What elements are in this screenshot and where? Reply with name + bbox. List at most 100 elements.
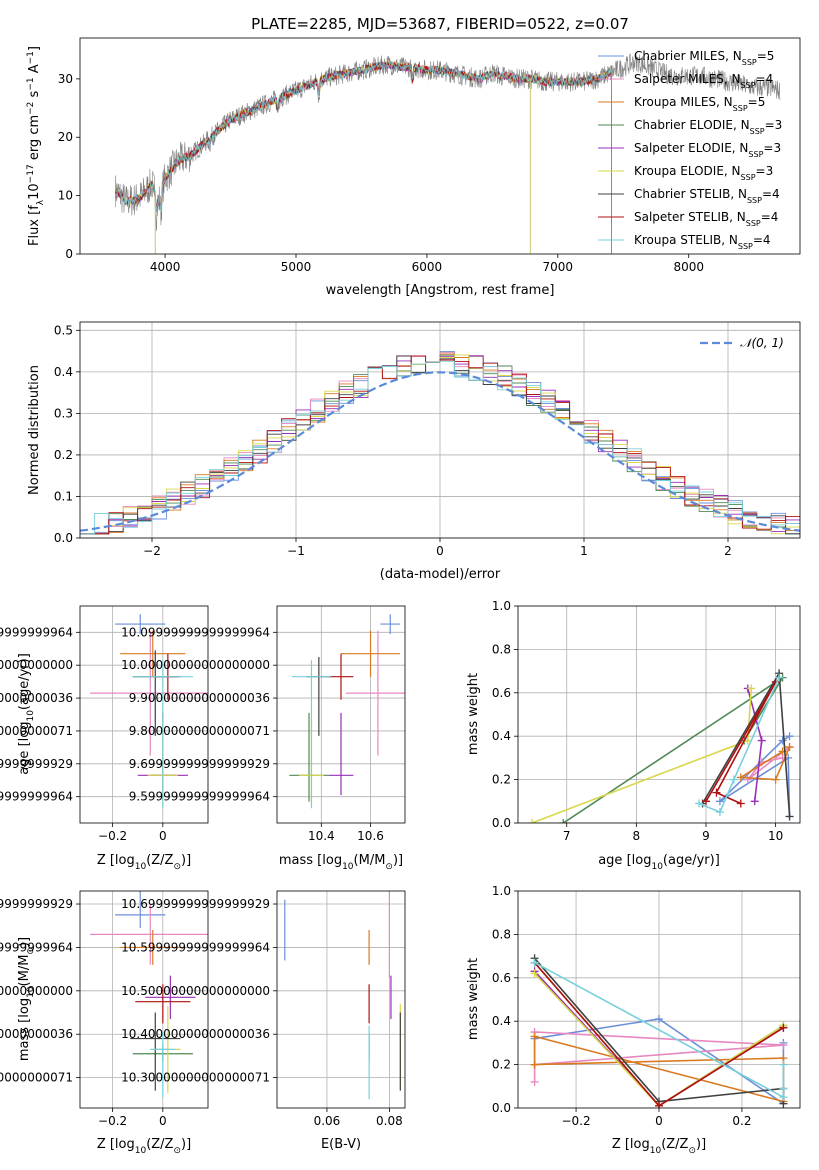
label-part: )] xyxy=(181,853,191,868)
label-part: 10 xyxy=(651,862,663,872)
legend-nssp: =5 xyxy=(748,95,766,109)
x-tick-label: 10 xyxy=(768,829,783,843)
figure-title: PLATE=2285, MJD=53687, FIBERID=0522, z=0… xyxy=(251,15,629,33)
label-part: )] xyxy=(17,937,32,947)
data-point-1 xyxy=(345,630,405,756)
y-tick-label: 0.6 xyxy=(492,686,511,700)
y-tick-label: 10.59999999999999964 xyxy=(0,940,73,954)
weight-marker xyxy=(712,788,721,797)
y-axis-label: mass weight xyxy=(466,958,481,1040)
y-tick-label: 10.09999999999999964 xyxy=(0,625,73,639)
y-tick-label: 0 xyxy=(65,247,73,261)
data-point-1 xyxy=(90,904,208,965)
data-point-7 xyxy=(135,984,191,1024)
y-tick-label: 10.50000000000000000 xyxy=(121,984,270,998)
label-part: A xyxy=(27,64,42,77)
legend-model-name: Kroupa ELODIE, N xyxy=(634,164,741,178)
y-tick-label: 0.4 xyxy=(54,365,73,379)
y-tick-label: 0.5 xyxy=(54,323,73,337)
weight-marker xyxy=(775,673,784,682)
model-spectrum-4 xyxy=(114,60,612,211)
weight-marker xyxy=(655,1015,663,1024)
legend-sub: SSP xyxy=(733,104,748,113)
legend-sub: SSP xyxy=(747,196,762,205)
weight-series-8 xyxy=(698,677,780,814)
weight-series-3 xyxy=(562,676,784,823)
plot-area xyxy=(277,891,405,1108)
data-point-1 xyxy=(90,630,208,756)
label-part: ⊙ xyxy=(26,947,36,955)
x-tick-label: 0 xyxy=(159,1114,167,1128)
y-tick-label: 9.59999999999999964 xyxy=(0,790,73,804)
label-part: ⊙ xyxy=(385,862,393,872)
legend-model-name: Kroupa STELIB, N xyxy=(634,233,738,247)
y-tick-label: 9.80000000000000071 xyxy=(129,724,270,738)
label-part: (age/yr)] xyxy=(663,853,720,868)
label-part: (Z/Z xyxy=(146,1137,173,1152)
weight-marker xyxy=(530,969,539,978)
label-part: 10 xyxy=(650,1146,662,1156)
y-axis-label: age [log10(age/yr)] xyxy=(17,653,36,775)
label-part: 10 xyxy=(135,862,147,872)
weight-marker xyxy=(779,1060,788,1069)
x-tick-label: −2 xyxy=(143,544,161,558)
label-part: Flux [f xyxy=(27,205,42,246)
weight-marker xyxy=(785,812,794,821)
legend-entry: Salpeter MILES, NSSP=4 xyxy=(634,72,773,90)
legend-sub: SSP xyxy=(746,219,761,228)
y-tick-label: 0.0 xyxy=(492,1101,511,1115)
data-point-0 xyxy=(380,614,401,634)
x-tick-label: −0.2 xyxy=(98,829,127,843)
legend-sub: SSP xyxy=(750,127,765,136)
data-point-4 xyxy=(328,712,354,796)
legend-model-name: Chabrier ELODIE, N xyxy=(634,118,750,132)
y-tick-label: 9.59999999999999964 xyxy=(129,790,270,804)
x-tick-label: 8 xyxy=(633,829,641,843)
model-spectrum-3 xyxy=(114,61,612,214)
label-part: (Z/Z xyxy=(146,853,173,868)
weight-marker xyxy=(530,958,539,967)
label-part: )] xyxy=(393,853,403,868)
weight-marker xyxy=(747,684,756,693)
y-tick-label: 0.8 xyxy=(492,927,511,941)
legend-sub: SSP xyxy=(738,242,753,251)
data-point-8 xyxy=(291,660,332,809)
plot-area xyxy=(114,53,781,254)
legend-model-name: Chabrier MILES, N xyxy=(634,49,742,63)
data-point-7 xyxy=(328,653,354,700)
weight-marker xyxy=(729,775,738,784)
legend-nssp: =5 xyxy=(757,49,775,63)
x-tick-label: 2 xyxy=(724,544,732,558)
x-tick-label: 0 xyxy=(159,829,167,843)
y-tick-label: 0.2 xyxy=(492,773,511,787)
plot-area xyxy=(518,606,800,823)
legend-nssp: =4 xyxy=(762,187,780,201)
y-tick-label: 10.00000000000000000 xyxy=(121,658,270,672)
label-part: −1 xyxy=(26,77,36,90)
label-part: λ xyxy=(36,199,46,205)
y-tick-label: 10.69999999999999929 xyxy=(121,897,270,911)
y-tick-label: 0.2 xyxy=(492,1058,511,1072)
data-point-3 xyxy=(289,712,329,802)
label-part: ⊙ xyxy=(173,862,181,872)
y-tick-label: 9.80000000000000071 xyxy=(0,724,73,738)
y-tick-label: 10.09999999999999964 xyxy=(121,625,270,639)
panel-age-vs-mass: 10.4 10.6 9.59999999999999964 9.69999999999… xyxy=(121,605,406,872)
x-tick-label: 7000 xyxy=(543,260,574,274)
weight-marker xyxy=(750,797,759,806)
plot-area xyxy=(518,891,800,1108)
y-tick-label: 30 xyxy=(58,72,73,86)
plot-area xyxy=(277,606,405,823)
y-axis-label: mass [log10(M/M⊙)] xyxy=(17,937,36,1061)
plot-area xyxy=(80,322,800,538)
weight-series-2 xyxy=(738,746,791,781)
panel-spectrum: 4000 5000 6000 7000 8000 0 10 20 30 Chabrier MILE… xyxy=(26,37,801,298)
axes-frame xyxy=(276,890,406,1109)
histogram-8 xyxy=(80,360,800,535)
weight-marker xyxy=(778,736,787,745)
x-axis-label: Z [log10(Z/Z⊙)] xyxy=(97,1137,191,1156)
x-tick-label: 10.4 xyxy=(308,829,335,843)
histogram-7 xyxy=(80,355,800,535)
legend-nssp: =4 xyxy=(761,210,779,224)
